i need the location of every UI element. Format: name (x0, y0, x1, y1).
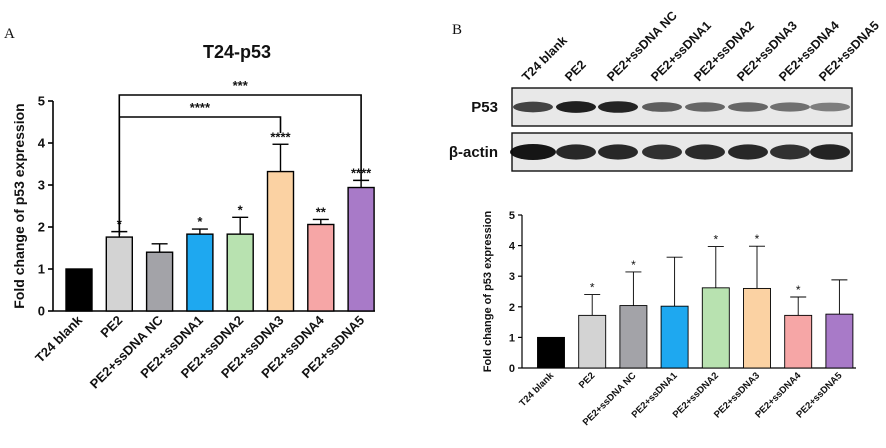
chart-b-y-tick-label: 0 (509, 363, 515, 375)
chart-a-y-tick-label: 2 (38, 220, 45, 235)
chart-a-significance-label: * (238, 202, 244, 217)
chart-b-category-label: T24 blank (517, 370, 556, 409)
chart-a-category-label: PE2 (97, 313, 125, 341)
chart-a-bar (105, 236, 134, 312)
panel-a-letter: A (4, 26, 15, 42)
chart-b-significance-label: * (631, 258, 636, 272)
chart-a-title: T24-p53 (203, 42, 271, 62)
chart-a-y-tick-label: 0 (38, 304, 45, 319)
chart-b-category-label: PE2 (577, 370, 597, 390)
chart-b-y-tick-label: 1 (509, 332, 515, 344)
chart-b-bar (784, 314, 813, 369)
chart-a-bracket-label: *** (233, 78, 249, 93)
blot-band (556, 144, 596, 160)
blot-band (642, 102, 682, 112)
blot-lane-label: PE2 (562, 57, 589, 84)
blot-band (728, 144, 768, 160)
blot-band (598, 144, 638, 160)
chart-a-bar (307, 223, 335, 312)
chart-a-bar (186, 233, 214, 312)
chart-a-significance-label: * (197, 214, 203, 229)
chart-b-marks: 0 1 2 3 4 5 Fold change of p53 expression T24 b… (482, 210, 856, 428)
panel-b-letter: B (452, 22, 462, 38)
chart-b-bar (660, 305, 689, 369)
chart-a-bracket-label: **** (190, 100, 211, 115)
chart-b-bar (578, 314, 607, 369)
chart-b-bar (619, 305, 648, 369)
blot-band (810, 102, 850, 112)
blot-band (770, 144, 810, 160)
chart-b-y-tick-label: 5 (509, 210, 515, 222)
blot-band (810, 144, 850, 160)
chart-b-significance-label: * (713, 233, 718, 247)
chart-a-bar (226, 233, 254, 312)
blot-band (642, 144, 682, 160)
chart-a-bar (145, 251, 174, 312)
chart-b-significance-label: * (755, 232, 760, 246)
chart-a-y-tick-label: 1 (38, 262, 45, 277)
blot-band (728, 102, 768, 112)
blot-row-label: P53 (471, 99, 498, 116)
chart-b-y-axis-title: Fold change of p53 expression (482, 211, 494, 373)
blot-band (685, 144, 725, 160)
blot-band (598, 101, 638, 113)
chart-b-y-tick-label: 4 (509, 241, 516, 253)
blot-lane-label: T24 blank (519, 33, 570, 84)
chart-a-category-label: T24 blank (32, 312, 86, 366)
chart-a-y-axis-title: Fold change of p53 expression (11, 103, 27, 308)
blot-band (513, 101, 553, 113)
chart-a-bar (65, 268, 93, 312)
chart-b-bar (537, 336, 565, 369)
chart-b-y-tick-label: 2 (509, 302, 515, 314)
chart-b: 0 1 2 3 4 5 Fold change of p53 expression T24 b… (482, 210, 856, 428)
chart-a: T24-p53 0 1 2 3 4 5 Fold change of p53 express… (11, 42, 375, 392)
chart-a-marks: 0 1 2 3 4 5 Fold change of p53 expression T24 b… (11, 78, 375, 392)
chart-b-bar (743, 287, 771, 369)
chart-a-bar (347, 186, 375, 312)
blot-band (510, 144, 556, 160)
chart-b-y-tick-label: 3 (509, 271, 515, 283)
chart-b-bar (825, 313, 854, 369)
blot-band (685, 102, 725, 112)
chart-a-significance-label: **** (270, 129, 291, 144)
chart-a-y-tick-label: 4 (38, 136, 46, 151)
blot-band (556, 101, 596, 113)
chart-a-bar (266, 170, 295, 312)
chart-b-bar (701, 287, 730, 369)
blot-band (770, 102, 810, 112)
chart-a-significance-label: ** (316, 204, 327, 219)
chart-a-y-tick-label: 5 (38, 94, 45, 109)
chart-b-significance-label: * (796, 283, 801, 297)
blot-row-label: β-actin (449, 144, 498, 161)
chart-b-significance-label: * (590, 281, 595, 295)
chart-a-y-tick-label: 3 (38, 178, 45, 193)
chart-a-category-label: PE2+ssDNA NC (87, 312, 166, 391)
chart-a-significance-bracket (118, 94, 362, 235)
